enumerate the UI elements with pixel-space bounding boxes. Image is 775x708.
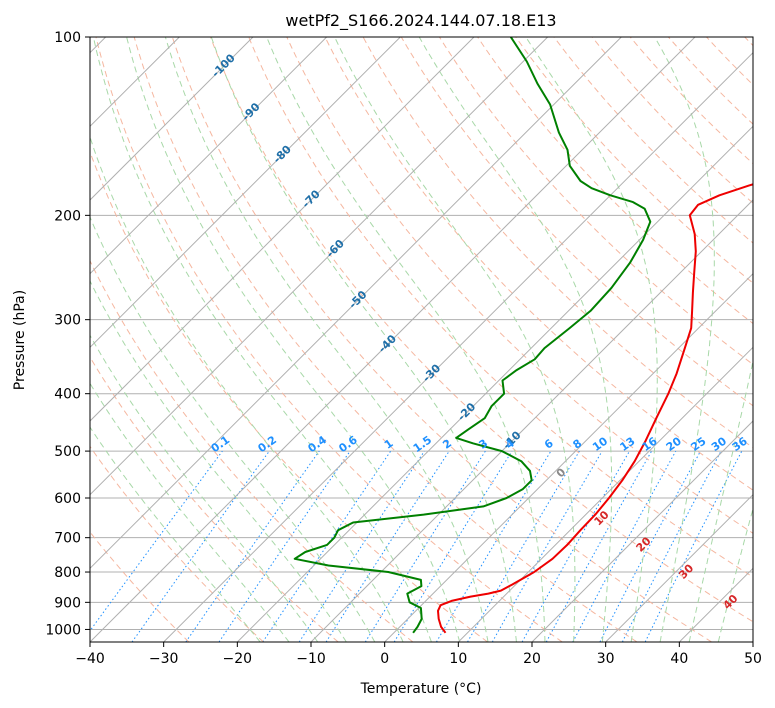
x-tick-label: −20: [223, 651, 253, 667]
isotherm-line: [90, 37, 254, 201]
pressure-gridlines: [90, 37, 753, 630]
y-axis-label: Pressure (hPa): [12, 290, 28, 390]
x-axis-ticks: −40 −30 −20 −10 0 10 20 30 40 50: [75, 642, 762, 667]
moist-adiabat-line: [334, 37, 576, 642]
x-tick-label: 10: [449, 651, 467, 667]
dry-adiabat-line: [90, 259, 414, 642]
dry-adiabat-line: [591, 37, 753, 204]
y-tick-label: 200: [54, 208, 81, 224]
isotherm-line: [90, 37, 475, 422]
isotherms: [90, 37, 753, 642]
y-tick-label: 600: [54, 491, 81, 507]
moist-adiabat-line: [126, 37, 461, 642]
mixing-ratio-line: [90, 450, 223, 632]
sounding-series: [293, 37, 753, 634]
isotherm-line: [531, 420, 753, 642]
x-tick-label: −40: [75, 651, 105, 667]
x-tick-label: −10: [296, 651, 326, 667]
plot-frame: [89, 36, 754, 643]
dry-adiabat-line: [171, 37, 712, 642]
chart-title: wetPf2_S166.2024.144.07.18.E13: [285, 11, 556, 31]
moist-adiabat-line: [266, 37, 546, 642]
moist-adiabat-line: [210, 37, 517, 642]
moist-adiabat-line: [90, 334, 319, 642]
mixing-ratio-line: [185, 450, 320, 642]
mixing-ratio-lines: [90, 450, 743, 642]
moist-adiabats: [90, 37, 753, 642]
moist-adiabat-line: [92, 37, 432, 642]
moist-adiabat-line: [164, 37, 489, 642]
x-tick-label: 0: [380, 651, 389, 667]
isotherm-line: [163, 51, 753, 642]
x-tick-label: −30: [149, 651, 179, 667]
dry-adiabat-line: [133, 37, 638, 642]
dry-adiabat-line: [515, 37, 753, 284]
moist-adiabat-line: [717, 506, 753, 642]
moist-adiabat-line: [90, 135, 404, 642]
y-tick-label: 400: [54, 387, 81, 403]
dry-adiabat-line: [95, 37, 563, 642]
mixing-ratio-line: [393, 450, 513, 642]
moist-adiabat-line: [688, 358, 753, 642]
x-axis-label: Temperature (°C): [360, 681, 482, 697]
x-tick-label: 50: [744, 651, 762, 667]
dry-adiabat-line: [477, 37, 753, 325]
isotherm-line: [90, 37, 328, 275]
isotherm-line: [310, 199, 753, 642]
isotherm-line: [90, 37, 696, 642]
temperature-profile-line: [437, 183, 753, 634]
mixing-ratio-line: [325, 450, 450, 642]
y-axis-ticks: 1000 900 800 700 600 500 400 300 200 100: [45, 30, 90, 638]
isotherm-line: [90, 37, 401, 349]
dry-adiabat-line: [324, 37, 753, 491]
y-tick-label: 100: [54, 30, 81, 46]
mixing-ratio-line: [572, 450, 677, 642]
isotherm-line: [236, 125, 753, 642]
dry-adiabat-line: [90, 445, 264, 642]
mixing-ratio-line: [521, 450, 630, 642]
mixing-ratio-line: [262, 450, 392, 642]
mixing-ratio-line: [218, 450, 351, 642]
moist-adiabat-line: [525, 37, 658, 642]
mixing-ratio-line: [545, 450, 653, 642]
dry-adiabat-line: [210, 37, 753, 623]
dry-adiabats: [90, 37, 753, 642]
dewpoint-profile-line: [293, 37, 652, 634]
moist-adiabat-line: [90, 382, 290, 642]
mixing-ratio-line: [298, 450, 425, 642]
x-tick-label: 20: [523, 651, 541, 667]
isotherm-line: [457, 346, 753, 642]
x-tick-label: 40: [670, 651, 688, 667]
moist-adiabat-line: [418, 37, 613, 642]
mixing-ratio-line: [644, 450, 743, 642]
isotherm-line: [90, 37, 549, 496]
dry-adiabat-line: [629, 37, 753, 165]
y-tick-label: 700: [54, 531, 81, 547]
moist-adiabat-line: [90, 215, 376, 642]
mixing-ratio-line: [131, 450, 270, 642]
y-tick-label: 1000: [45, 622, 81, 638]
isotherm-line: [90, 37, 622, 570]
y-tick-label: 800: [54, 565, 81, 581]
isotherm-line: [605, 493, 753, 642]
y-tick-label: 300: [54, 313, 81, 329]
dry-adiabat-line: [248, 37, 753, 578]
dry-adiabat-line: [400, 37, 753, 407]
moist-adiabat-line: [90, 426, 261, 642]
x-tick-label: 30: [597, 651, 615, 667]
plot-area: -100-90-80-70-60-50-40-30-20-10 0.1 0.2 0.…: [90, 37, 753, 642]
y-tick-label: 900: [54, 595, 81, 611]
moist-adiabat-line: [654, 37, 715, 642]
y-tick-label: 500: [54, 444, 81, 460]
